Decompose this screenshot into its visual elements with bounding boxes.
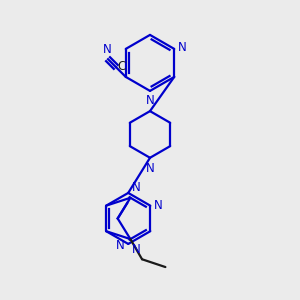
Text: N: N xyxy=(178,41,187,54)
Text: C: C xyxy=(118,60,126,74)
Text: N: N xyxy=(146,162,154,175)
Text: N: N xyxy=(132,181,141,194)
Text: N: N xyxy=(116,239,124,252)
Text: N: N xyxy=(103,43,112,56)
Text: N: N xyxy=(132,243,141,256)
Text: N: N xyxy=(154,199,163,212)
Text: N: N xyxy=(146,94,154,107)
